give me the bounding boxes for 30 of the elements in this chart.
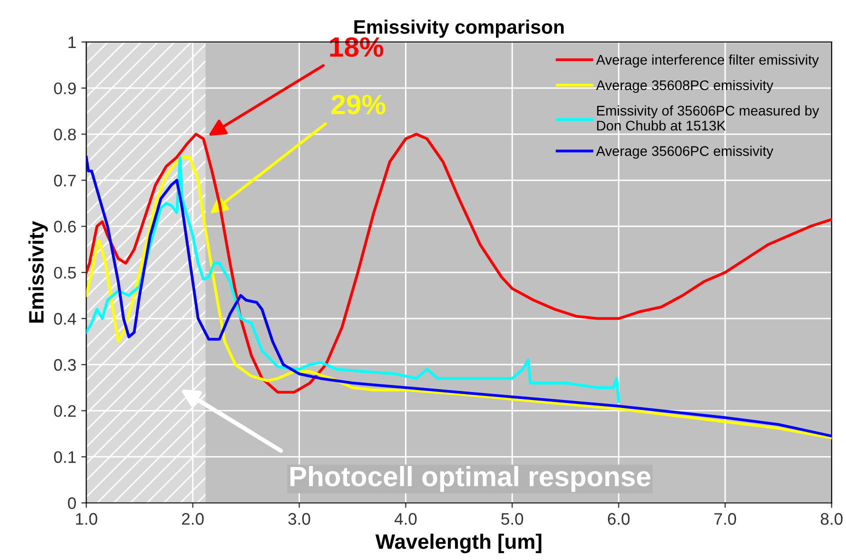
x-tick-label: 8.0: [820, 513, 843, 525]
band-label: Photocell optimal response: [290, 466, 650, 492]
x-tick-label: 3.0: [288, 513, 310, 525]
annotation: 29%: [332, 94, 386, 114]
x-tick-label: 5.0: [501, 513, 524, 525]
legend-label: Emissivity of 35606PC measured by Don Chubb at 1513K: [597, 105, 820, 131]
y-tick-label: 0.1: [54, 451, 76, 463]
x-tick-label: 4.0: [394, 513, 417, 525]
legend-label: Average 35608PC emissivity: [596, 80, 774, 93]
y-tick-label: 0.6: [54, 220, 76, 233]
legend-label: Average 35606PC emissivity: [596, 146, 774, 159]
y-tick-label: 0.4: [54, 312, 76, 325]
x-axis-title: Wavelength [um]: [375, 534, 542, 554]
x-tick-label: 6.0: [608, 513, 630, 525]
chart-title: Emissivity comparison: [354, 20, 564, 38]
y-tick-label: 0.2: [54, 405, 76, 417]
y-tick-label: 0: [68, 497, 76, 510]
legend-label: Average interference filter emissivity: [596, 54, 819, 68]
y-axis-title: Emissivity: [28, 221, 48, 323]
annotation: 18%: [330, 37, 384, 57]
x-tick-label: 1.0: [76, 513, 98, 525]
y-tick-label: 1: [68, 36, 76, 48]
x-tick-label: 7.0: [714, 513, 736, 525]
y-tick-label: 0.7: [54, 174, 76, 186]
line-series: [86, 132, 832, 394]
y-tick-label: 0.9: [54, 82, 76, 94]
y-tick-label: 0.8: [54, 128, 76, 140]
y-tick-label: 0.3: [54, 359, 76, 371]
y-tick-label: 0.5: [54, 266, 76, 279]
x-tick-label: 2.0: [182, 513, 204, 525]
